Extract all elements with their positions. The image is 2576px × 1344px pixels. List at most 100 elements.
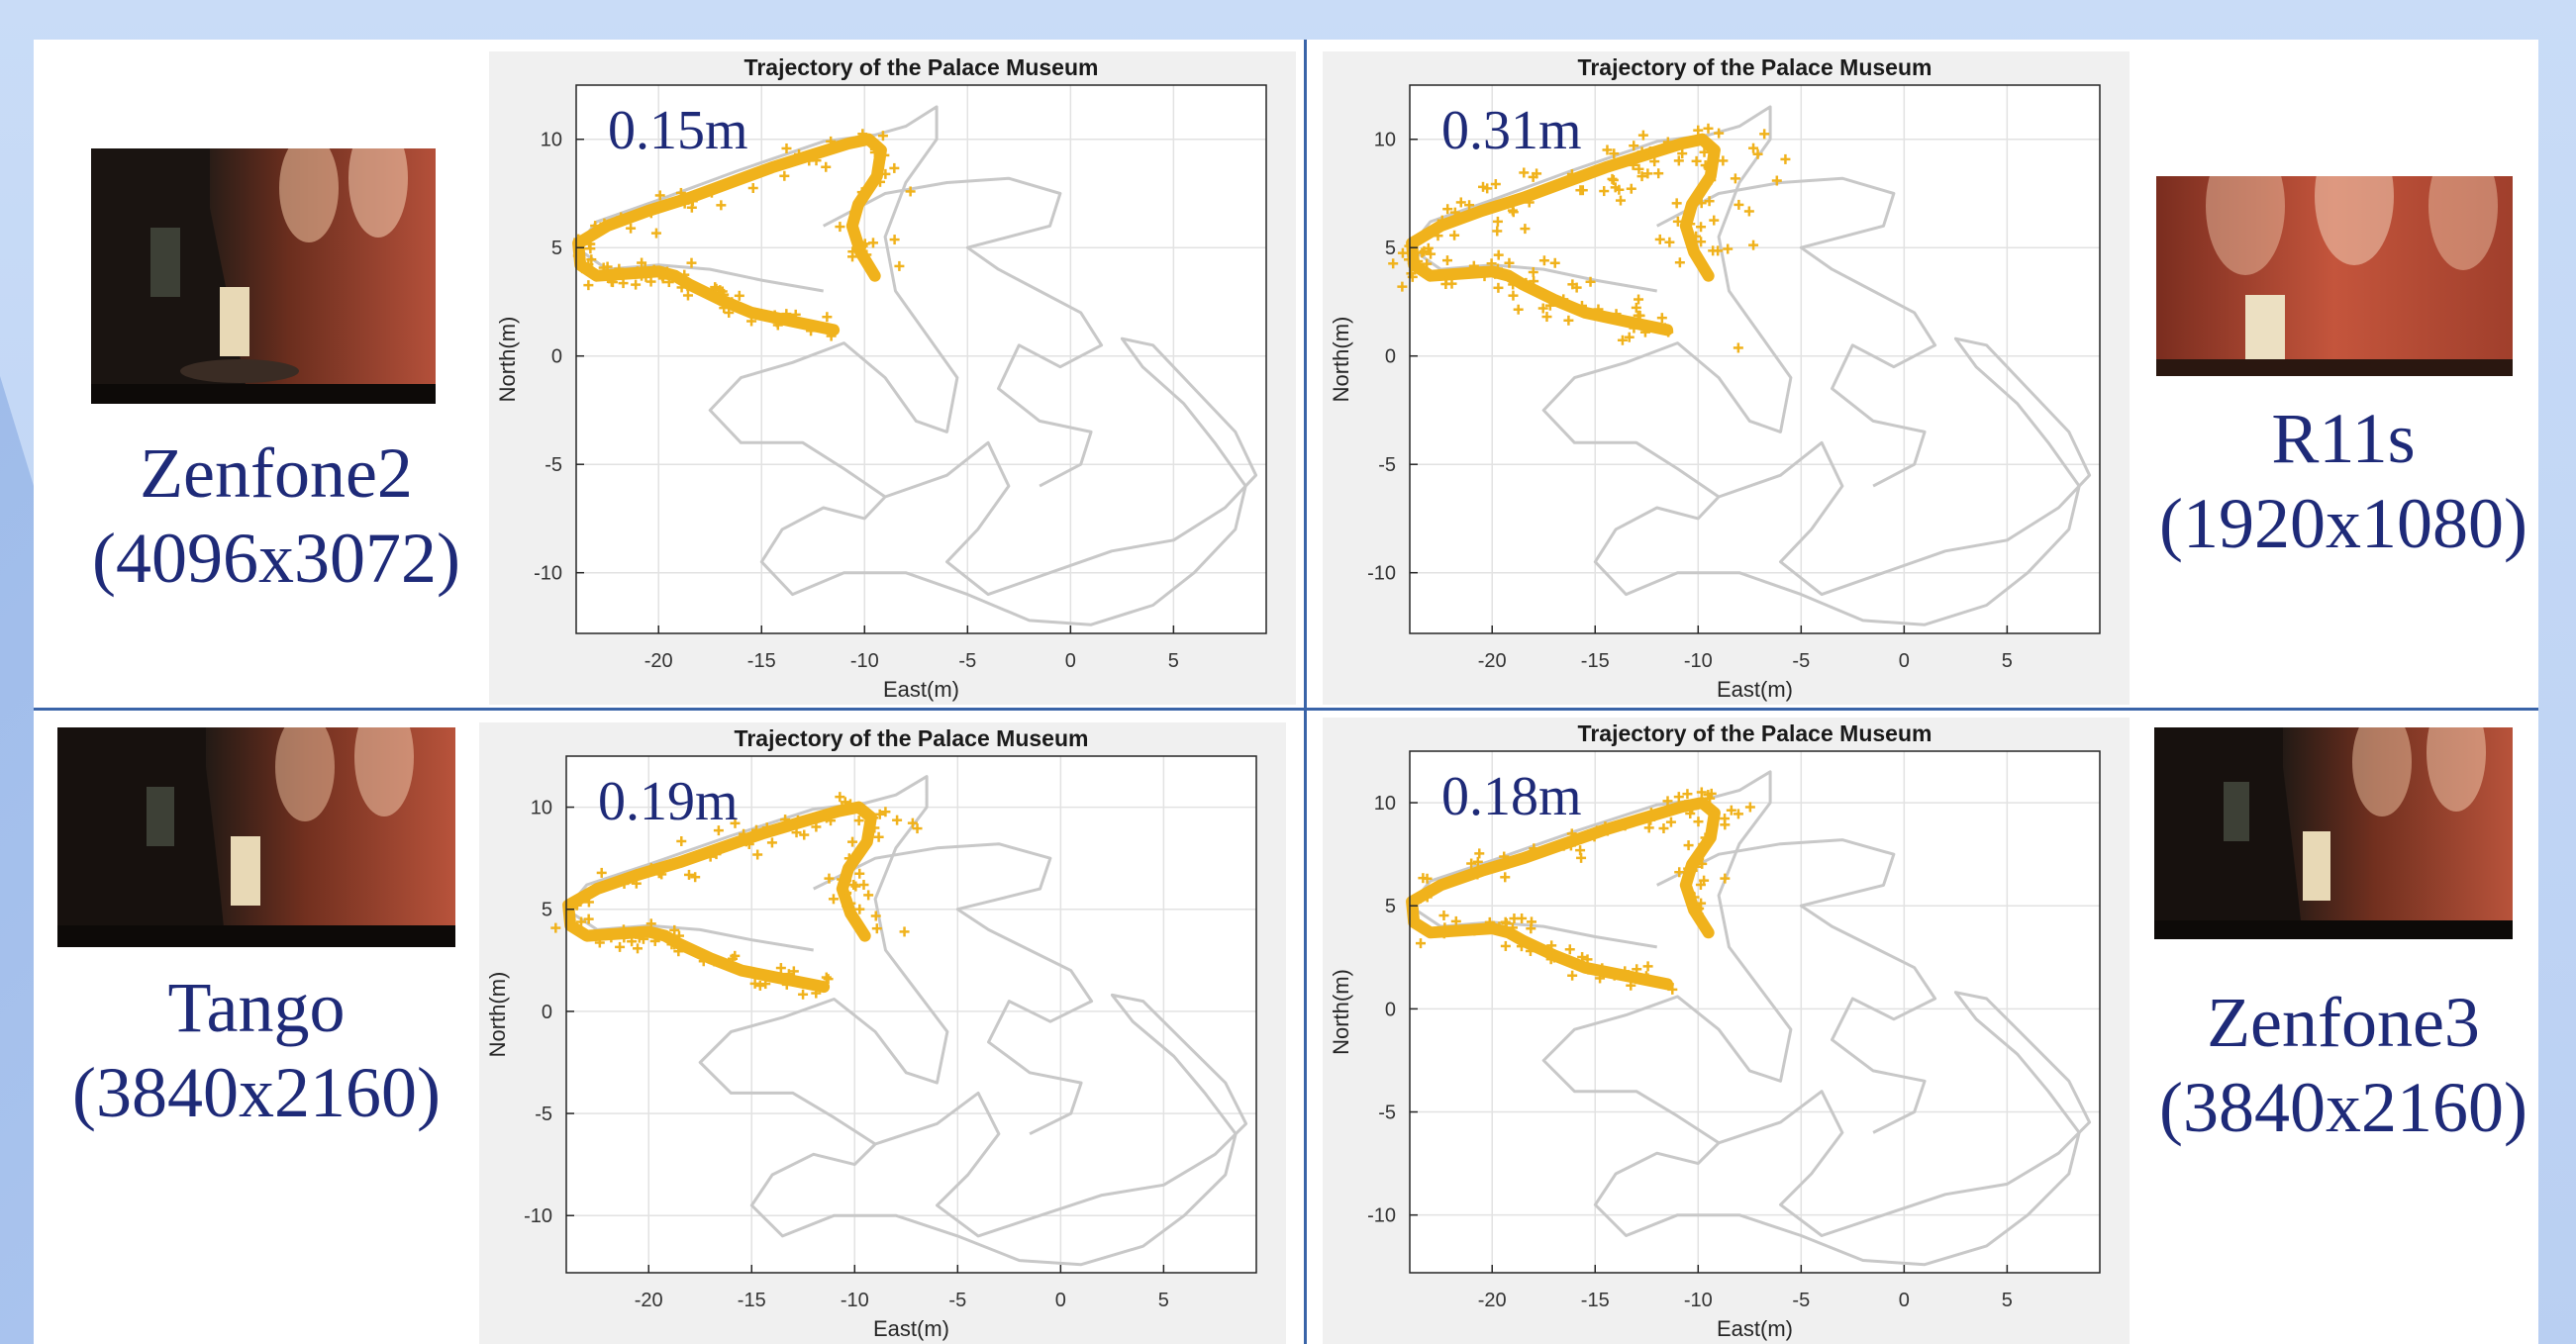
x-tick-label: -5 [1792, 650, 1810, 672]
position-marker [1626, 980, 1636, 991]
position-marker [1674, 257, 1685, 268]
position-marker [572, 250, 583, 261]
position-marker [1438, 911, 1449, 921]
position-marker [1482, 183, 1493, 194]
position-marker [1545, 954, 1556, 965]
position-marker [585, 243, 596, 254]
position-marker [889, 162, 900, 173]
position-marker [673, 930, 684, 941]
position-marker [1449, 207, 1460, 218]
position-marker [1671, 198, 1682, 209]
position-marker [1593, 304, 1604, 315]
scene-photo-zenfone2 [91, 148, 436, 404]
position-marker [821, 972, 832, 983]
position-marker [1500, 940, 1511, 951]
position-marker [1433, 231, 1443, 241]
position-marker [1438, 928, 1449, 939]
position-marker [780, 815, 791, 825]
position-marker [1690, 246, 1701, 257]
position-marker [654, 190, 665, 201]
position-marker [779, 170, 790, 181]
position-marker [616, 212, 627, 223]
position-marker [1524, 197, 1535, 208]
axes-box [565, 755, 1257, 1274]
position-marker [1691, 155, 1702, 166]
position-marker [574, 896, 585, 907]
position-marker [1733, 809, 1743, 819]
position-marker [799, 829, 810, 840]
position-marker [835, 222, 845, 233]
position-marker [586, 254, 597, 265]
position-marker [1526, 916, 1536, 927]
position-marker [583, 913, 594, 924]
position-marker [1521, 277, 1532, 288]
position-marker [1492, 226, 1503, 237]
position-marker [912, 823, 923, 834]
position-marker [1698, 839, 1709, 850]
device-label-tango: Tango (3840x2160) [44, 965, 469, 1135]
position-marker [1516, 941, 1527, 952]
position-marker [1486, 258, 1497, 269]
position-marker [594, 937, 605, 948]
position-marker [1558, 294, 1569, 305]
position-marker [1567, 970, 1578, 981]
device-name: Zenfone3 [2207, 983, 2480, 1062]
position-marker [1583, 964, 1594, 975]
position-marker [856, 187, 867, 198]
position-marker [798, 989, 809, 1000]
position-marker [760, 979, 771, 990]
position-marker [1500, 872, 1511, 883]
device-label-r11s: R11s (1920x1080) [2130, 396, 2556, 566]
position-marker [618, 924, 629, 935]
position-marker [1490, 179, 1501, 190]
position-marker [607, 277, 618, 288]
position-marker [626, 223, 637, 234]
position-marker [880, 168, 891, 179]
position-marker [1417, 247, 1428, 258]
position-marker [1730, 173, 1740, 184]
trajectory-chart-tango: -20 -15 -10 -5 0 5 10 5 0 -5 -10 Trajectory of the … [479, 722, 1286, 1344]
position-marker [710, 282, 721, 293]
position-marker [645, 208, 656, 219]
trajectory-chart-zenfone3: -20 -15 -10 -5 0 5 10 5 0 -5 -10 Trajectory of the … [1323, 718, 2130, 1344]
estimated-positions [550, 792, 923, 1000]
error-annotation: 0.19m [598, 771, 739, 832]
position-marker [1493, 249, 1504, 260]
ground-truth-trajectory [1408, 770, 2092, 1267]
position-marker [728, 953, 739, 964]
y-tick-label: 5 [1385, 238, 1396, 259]
position-marker [848, 880, 859, 891]
position-marker [709, 956, 720, 967]
position-marker [1663, 979, 1674, 990]
y-tick-label: 0 [1385, 346, 1396, 368]
position-marker [861, 249, 872, 260]
position-marker [657, 271, 668, 282]
position-marker [821, 161, 832, 172]
y-tick-label: 0 [542, 1002, 552, 1023]
position-marker [633, 943, 644, 954]
position-marker [752, 849, 763, 860]
position-marker [1635, 310, 1645, 321]
position-marker [822, 312, 833, 323]
position-marker [576, 916, 587, 927]
position-marker [573, 234, 584, 244]
position-marker [1664, 237, 1675, 247]
position-marker [1743, 206, 1754, 217]
x-axis-label: East(m) [873, 1316, 949, 1341]
position-marker [823, 974, 834, 985]
position-marker [1624, 332, 1635, 342]
position-marker [863, 890, 874, 901]
position-marker [1589, 831, 1600, 842]
position-marker [1645, 808, 1656, 818]
x-tick-label: -5 [1792, 1290, 1810, 1311]
position-marker [1520, 224, 1531, 235]
x-tick-label: -10 [850, 650, 879, 672]
position-marker [792, 815, 803, 825]
position-marker [1576, 852, 1587, 863]
device-label-zenfone3: Zenfone3 (3840x2160) [2130, 980, 2556, 1150]
position-marker [1653, 168, 1664, 179]
y-tick-label: -5 [1378, 1103, 1396, 1124]
y-axis-label: North(m) [1329, 317, 1353, 403]
position-marker [1442, 204, 1453, 215]
estimated-trajectory-band [562, 801, 877, 994]
